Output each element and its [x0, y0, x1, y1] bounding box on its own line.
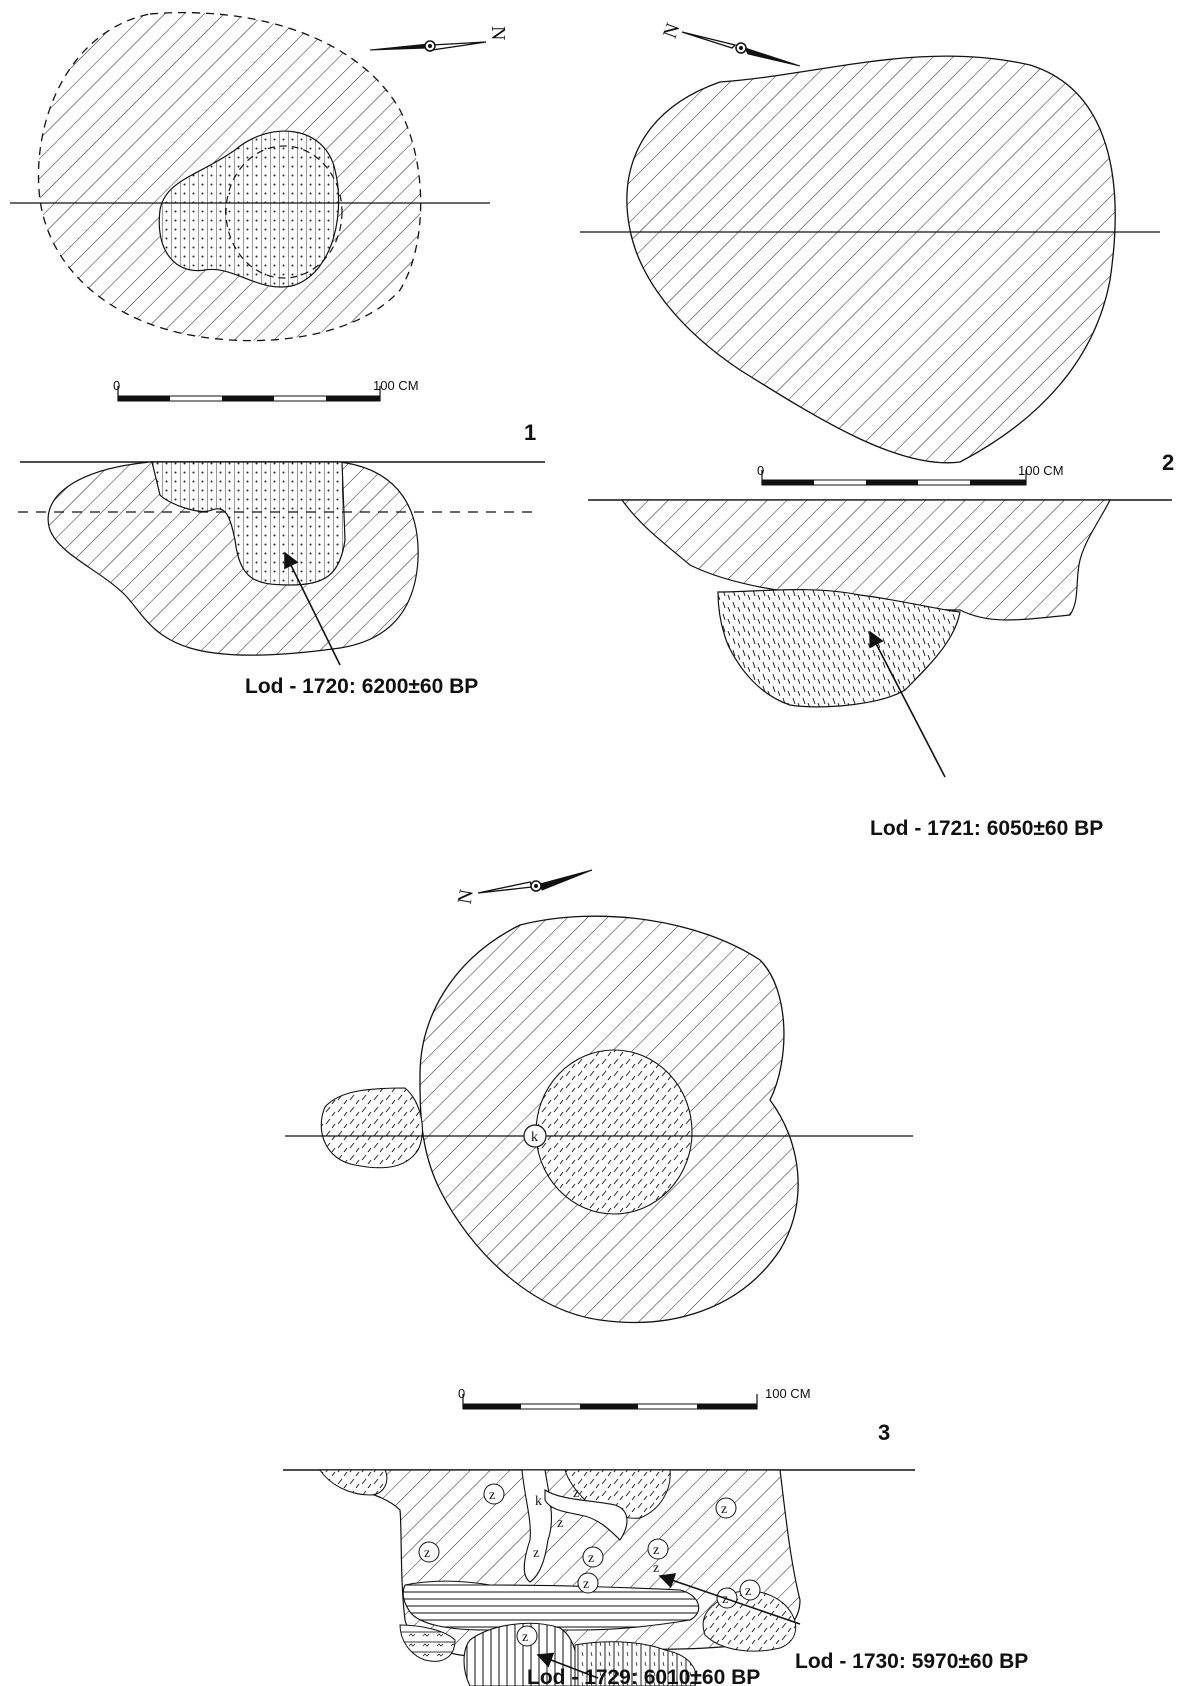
pit-3-section-topleft-fill — [319, 1469, 388, 1496]
stone-marker-plan-label: k — [531, 1130, 538, 1145]
figure-number-2: 2 — [1162, 450, 1174, 475]
grain-marker: z — [583, 1577, 589, 1592]
pit-1-plan-inner-circle — [225, 145, 343, 279]
pit-3-plan-inner-fill — [535, 1049, 693, 1215]
pit-3-section-horizontal-layer — [402, 1580, 700, 1631]
figure-number-1: 1 — [524, 420, 536, 445]
scale-bar-3: 0 100 CM — [458, 1386, 811, 1410]
scale-end: 100 CM — [373, 378, 419, 393]
grain-marker: z — [588, 1551, 594, 1566]
grain-marker: z — [745, 1584, 751, 1599]
stone-marker-section: k — [535, 1494, 542, 1509]
dating-label-2: Lod - 1721: 6050±60 BP — [870, 817, 1103, 840]
grain-marker: z — [653, 1561, 659, 1576]
dating-arrow-1 — [284, 551, 341, 666]
north-label: N — [487, 26, 509, 40]
grain-marker: z — [522, 1630, 528, 1645]
north-arrow-icon: N — [659, 20, 801, 67]
pit-3-section-left-fill — [399, 1624, 456, 1662]
north-label: N — [454, 888, 478, 906]
stone-marker-plan — [523, 1124, 547, 1148]
dating-arrow-3b — [536, 1652, 599, 1679]
figure-3: N k 0 100 CM 3 — [283, 869, 1028, 1686]
scale-start: 0 — [113, 378, 120, 393]
grain-markers: z z z z z z z z z z z z z — [418, 1483, 761, 1647]
pit-3-section-channel-branch — [544, 1488, 628, 1541]
dating-arrow-2 — [869, 630, 946, 778]
pit-2-plan-outline — [626, 55, 1116, 464]
pit-3-plan-side-fill — [320, 1087, 423, 1169]
grain-marker: z — [722, 1592, 728, 1607]
grain-marker: z — [653, 1543, 659, 1558]
north-arrow-icon: N — [454, 869, 593, 906]
dating-label-3a: Lod - 1730: 5970±60 BP — [795, 1650, 1028, 1673]
north-arrow-icon: N — [369, 26, 509, 52]
scale-bar-1: 0 100 CM — [113, 378, 419, 402]
grain-marker: z — [573, 1486, 579, 1501]
scale-start: 0 — [757, 463, 764, 478]
dating-label-1: Lod - 1720: 6200±60 BP — [245, 675, 478, 698]
pit-1-plan-fill — [158, 130, 340, 288]
scale-bar-2: 0 100 CM — [757, 463, 1064, 486]
figure-2: N 0 100 CM 2 Lod - 1721: 6050±60 BP — [580, 20, 1174, 840]
grain-marker: z — [721, 1502, 727, 1517]
grain-marker: z — [489, 1488, 495, 1503]
scale-start: 0 — [458, 1386, 465, 1401]
figure-number-3: 3 — [878, 1420, 890, 1445]
pit-3-section-channel — [521, 1469, 552, 1583]
grain-marker: z — [533, 1546, 539, 1561]
pit-3-section-bottom-fill — [574, 1641, 697, 1686]
grain-marker: z — [557, 1516, 563, 1531]
figure-1: N 0 100 CM 1 Lod - 1720: 6200±60 BP — [10, 11, 545, 698]
grain-marker: z — [424, 1546, 430, 1561]
scale-end: 100 CM — [765, 1386, 811, 1401]
dating-arrow-3a — [658, 1573, 801, 1625]
dating-label-3b: Lod - 1729: 6010±60 BP — [527, 1666, 760, 1686]
scale-end: 100 CM — [1018, 463, 1064, 478]
north-label: N — [659, 20, 685, 41]
pit-2-section-fill — [717, 589, 961, 708]
